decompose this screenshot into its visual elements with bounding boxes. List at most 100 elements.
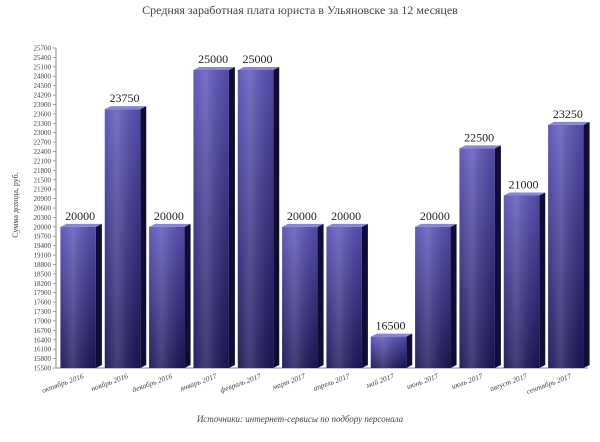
y-tick-label: 23300 bbox=[34, 120, 52, 128]
x-category-label: декабрь 2016 bbox=[131, 371, 174, 394]
bar bbox=[459, 145, 501, 368]
bar-value-label: 22500 bbox=[464, 130, 494, 144]
bar-side bbox=[228, 66, 235, 368]
bar-side bbox=[140, 106, 147, 369]
y-tick-label: 18500 bbox=[34, 270, 52, 278]
bar-shine bbox=[459, 148, 495, 368]
y-tick-label: 21500 bbox=[34, 176, 52, 184]
bar-cap bbox=[459, 145, 501, 149]
y-tick-label: 15800 bbox=[34, 355, 52, 363]
bar-side bbox=[317, 223, 324, 368]
bar-shine bbox=[548, 124, 584, 368]
bar bbox=[548, 121, 590, 368]
bar-cap bbox=[326, 223, 368, 227]
y-tick-label: 17000 bbox=[34, 317, 52, 325]
bar-value-label: 16500 bbox=[376, 319, 406, 333]
y-tick-label: 21200 bbox=[34, 186, 52, 194]
bar-shine bbox=[149, 226, 185, 368]
bar-value-label: 20000 bbox=[154, 209, 184, 223]
y-tick-label: 24200 bbox=[34, 92, 52, 100]
bar-shine bbox=[60, 226, 96, 368]
bar bbox=[326, 223, 368, 368]
bar-cap bbox=[237, 66, 280, 70]
bar-cap bbox=[104, 106, 147, 110]
y-tick-label: 23600 bbox=[34, 110, 52, 118]
y-tick-label: 18200 bbox=[34, 280, 52, 288]
y-tick-label: 20900 bbox=[34, 195, 52, 203]
bar-value-label: 25000 bbox=[198, 52, 228, 66]
bar-shine bbox=[326, 226, 362, 368]
bar-side bbox=[184, 223, 191, 368]
y-tick-label: 16700 bbox=[34, 327, 52, 335]
y-tick-label: 17900 bbox=[34, 289, 52, 297]
bar bbox=[104, 106, 147, 369]
bar-value-label: 23750 bbox=[110, 91, 140, 105]
y-tick-label: 22100 bbox=[34, 157, 52, 165]
x-category-label: февраль 2017 bbox=[219, 371, 263, 394]
x-axis-label: Источники: интернет-сервисы по подбору п… bbox=[196, 414, 404, 424]
bar-cap bbox=[60, 223, 102, 227]
x-category-label: январь 2017 bbox=[178, 371, 218, 393]
bar-side bbox=[95, 223, 102, 368]
bar-side bbox=[450, 223, 457, 368]
y-tick-label: 16400 bbox=[34, 336, 52, 344]
bar-shine bbox=[370, 336, 407, 368]
x-category-label: октябрь 2016 bbox=[40, 371, 85, 395]
y-tick-label: 22400 bbox=[34, 148, 52, 156]
y-tick-label: 24500 bbox=[34, 82, 52, 90]
x-category-label: сентябрь 2017 bbox=[525, 371, 573, 396]
y-tick-label: 19100 bbox=[34, 252, 52, 260]
y-tick-label: 20300 bbox=[34, 214, 52, 222]
bar-value-label: 23250 bbox=[553, 107, 583, 121]
bar-value-label: 20000 bbox=[420, 209, 450, 223]
y-tick-label: 25700 bbox=[34, 45, 52, 53]
y-tick-label: 23900 bbox=[34, 101, 52, 109]
y-tick-label: 19700 bbox=[34, 233, 52, 241]
bar-cap bbox=[503, 192, 546, 196]
bar-cap bbox=[370, 333, 413, 337]
x-category-label: апрель 2017 bbox=[312, 371, 351, 393]
x-category-label: июль 2017 bbox=[450, 371, 484, 391]
bar-shine bbox=[282, 226, 318, 368]
y-tick-label: 25100 bbox=[34, 63, 52, 71]
x-category-label: ноябрь 2016 bbox=[90, 371, 130, 393]
y-tick-label: 20000 bbox=[34, 223, 52, 231]
bar bbox=[503, 192, 546, 368]
bar-shine bbox=[193, 69, 229, 368]
bar bbox=[149, 223, 191, 368]
bar bbox=[237, 66, 280, 368]
y-tick-label: 15500 bbox=[34, 365, 52, 373]
y-tick-label: 24800 bbox=[34, 73, 52, 81]
bar-value-label: 20000 bbox=[331, 209, 361, 223]
bar-side bbox=[406, 333, 413, 368]
bar-side bbox=[583, 121, 590, 368]
y-tick-label: 16100 bbox=[34, 346, 52, 354]
y-tick-label: 17600 bbox=[34, 299, 52, 307]
y-tick-label: 18800 bbox=[34, 261, 52, 269]
bar-value-label: 20000 bbox=[65, 209, 95, 223]
bar bbox=[193, 66, 235, 368]
y-tick-label: 25400 bbox=[34, 54, 52, 62]
bar-side bbox=[494, 145, 501, 368]
x-category-label: июнь 2017 bbox=[405, 371, 439, 391]
bar bbox=[415, 223, 457, 368]
bar-shine bbox=[503, 195, 540, 368]
y-tick-label: 21800 bbox=[34, 167, 52, 175]
bar-value-label: 25000 bbox=[243, 52, 273, 66]
y-tick-label: 17300 bbox=[34, 308, 52, 316]
bar-value-label: 21000 bbox=[509, 177, 539, 191]
x-category-label: май 2017 bbox=[364, 371, 396, 390]
x-category-label: август 2017 bbox=[489, 371, 529, 393]
y-tick-label: 20600 bbox=[34, 205, 52, 213]
bar-cap bbox=[415, 223, 457, 227]
bar-cap bbox=[193, 66, 235, 70]
y-tick-label: 23000 bbox=[34, 129, 52, 137]
chart-title: Средняя заработная плата юриста в Ульяно… bbox=[142, 3, 458, 17]
bar-shine bbox=[104, 109, 141, 369]
bar bbox=[370, 333, 413, 368]
bar-shine bbox=[415, 226, 451, 368]
bar-cap bbox=[548, 121, 590, 125]
bar-side bbox=[539, 192, 546, 368]
y-tick-label: 22700 bbox=[34, 139, 52, 147]
